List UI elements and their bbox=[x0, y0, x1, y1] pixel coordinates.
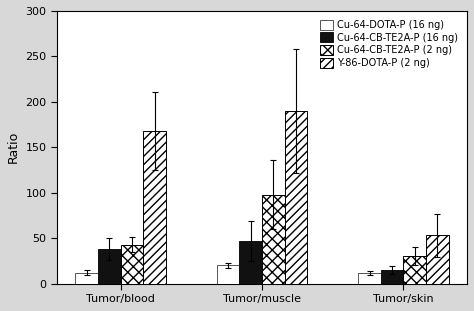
Bar bbox=[121, 244, 143, 284]
Bar bbox=[381, 270, 403, 284]
Bar bbox=[239, 241, 262, 284]
Bar bbox=[262, 195, 285, 284]
Legend: Cu-64-DOTA-P (16 ng), Cu-64-CB-TE2A-P (16 ng), Cu-64-CB-TE2A-P (2 ng), Y-86-DOTA: Cu-64-DOTA-P (16 ng), Cu-64-CB-TE2A-P (1… bbox=[316, 16, 462, 72]
Y-axis label: Ratio: Ratio bbox=[7, 131, 20, 163]
Bar bbox=[285, 111, 307, 284]
Bar bbox=[217, 266, 239, 284]
Bar bbox=[98, 249, 121, 284]
Bar bbox=[358, 273, 381, 284]
Bar bbox=[75, 273, 98, 284]
Bar bbox=[426, 235, 449, 284]
Bar bbox=[143, 131, 166, 284]
Bar bbox=[403, 256, 426, 284]
